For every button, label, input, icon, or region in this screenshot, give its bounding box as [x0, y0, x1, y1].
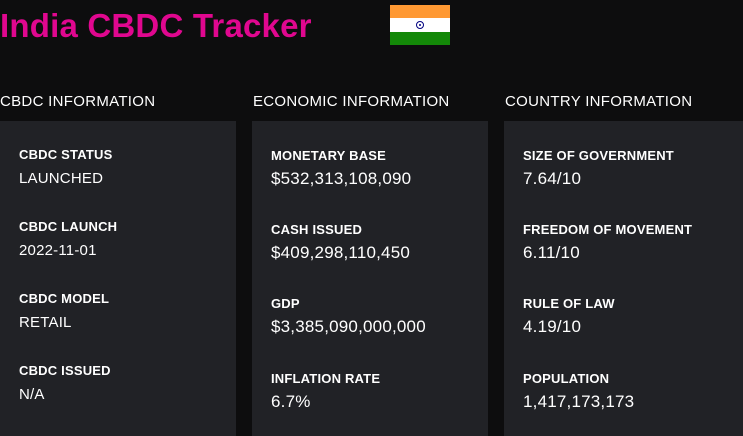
- info-item-cbdc-status: CBDC STATUS LAUNCHED: [19, 147, 112, 189]
- info-label: CBDC MODEL: [19, 291, 110, 306]
- info-label: GDP: [271, 296, 300, 311]
- info-item-inflation-rate: INFLATION RATE 6.7%: [271, 371, 380, 412]
- info-label: RULE OF LAW: [523, 296, 615, 311]
- info-item-cbdc-issued: CBDC ISSUED N/A: [19, 363, 111, 405]
- info-value: RETAIL: [19, 314, 72, 331]
- info-label: MONETARY BASE: [271, 148, 387, 163]
- section-heading-economic: ECONOMIC INFORMATION: [253, 93, 450, 110]
- info-value: $532,313,108,090: [271, 169, 412, 188]
- info-label: INFLATION RATE: [271, 371, 381, 386]
- info-label: FREEDOM OF MOVEMENT: [523, 222, 693, 237]
- page-title: India CBDC Tracker: [0, 7, 312, 44]
- info-label: CBDC LAUNCH: [19, 219, 118, 234]
- flag-green-stripe: [390, 31, 450, 45]
- panel-economic-information: MONETARY BASE $532,313,108,090 CASH ISSU…: [252, 121, 488, 436]
- info-value: 2022-11-01: [19, 242, 97, 259]
- info-item-freedom-of-movement: FREEDOM OF MOVEMENT 6.11/10: [523, 222, 692, 263]
- ashoka-chakra-icon: [416, 20, 424, 29]
- info-value: $409,298,110,450: [271, 243, 411, 262]
- info-value: 1,417,173,173: [523, 392, 635, 411]
- info-item-rule-of-law: RULE OF LAW 4.19/10: [523, 296, 615, 337]
- info-value: 6.7%: [271, 392, 311, 411]
- flag-white-stripe: [390, 18, 450, 32]
- info-value: 6.11/10: [523, 243, 580, 262]
- info-value: $3,385,090,000,000: [271, 317, 426, 336]
- info-label: CBDC STATUS: [19, 147, 113, 162]
- info-item-gdp: GDP $3,385,090,000,000: [271, 296, 426, 337]
- info-value: 7.64/10: [523, 169, 582, 188]
- india-flag-icon: [390, 5, 450, 45]
- info-value: LAUNCHED: [19, 170, 104, 187]
- info-label: CBDC ISSUED: [19, 363, 111, 378]
- info-value: 4.19/10: [523, 317, 582, 336]
- info-item-size-of-government: SIZE OF GOVERNMENT 7.64/10: [523, 148, 674, 189]
- panel-country-information: SIZE OF GOVERNMENT 7.64/10 FREEDOM OF MO…: [504, 121, 743, 436]
- section-heading-cbdc: CBDC INFORMATION: [0, 93, 156, 110]
- info-label: CASH ISSUED: [271, 222, 363, 237]
- info-label: SIZE OF GOVERNMENT: [523, 148, 674, 163]
- panel-cbdc-information: CBDC STATUS LAUNCHED CBDC LAUNCH 2022-11…: [0, 121, 236, 436]
- info-value: N/A: [19, 386, 45, 403]
- info-item-cbdc-launch: CBDC LAUNCH 2022-11-01: [19, 219, 117, 261]
- section-heading-country: COUNTRY INFORMATION: [505, 93, 693, 110]
- info-item-population: POPULATION 1,417,173,173: [523, 371, 634, 412]
- info-item-cash-issued: CASH ISSUED $409,298,110,450: [271, 222, 410, 263]
- info-label: POPULATION: [523, 371, 610, 386]
- flag-saffron-stripe: [390, 5, 450, 19]
- info-item-monetary-base: MONETARY BASE $532,313,108,090: [271, 148, 411, 189]
- info-item-cbdc-model: CBDC MODEL RETAIL: [19, 291, 109, 333]
